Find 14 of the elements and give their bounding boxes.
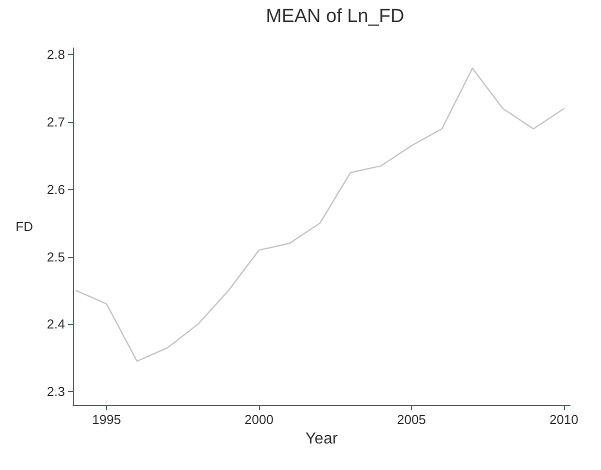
y-tick-label: 2.6 [46,182,65,197]
chart-title: MEAN of Ln_FD [266,6,404,27]
x-tick-label: 2005 [396,412,426,427]
y-tick-label: 2.4 [46,316,65,332]
x-axis-title: Year [305,430,338,448]
x-tick-label: 2000 [244,412,274,427]
y-tick-label: 2.3 [46,384,65,400]
x-tick-label: 2010 [549,412,578,427]
y-tick-label: 2.7 [46,114,65,130]
y-tick-label: 2.8 [46,47,65,62]
line-series [75,68,565,362]
y-tick-label: 2.5 [46,249,65,264]
y-axis-title: FD [16,219,33,234]
x-tick-label: 1995 [92,412,121,427]
